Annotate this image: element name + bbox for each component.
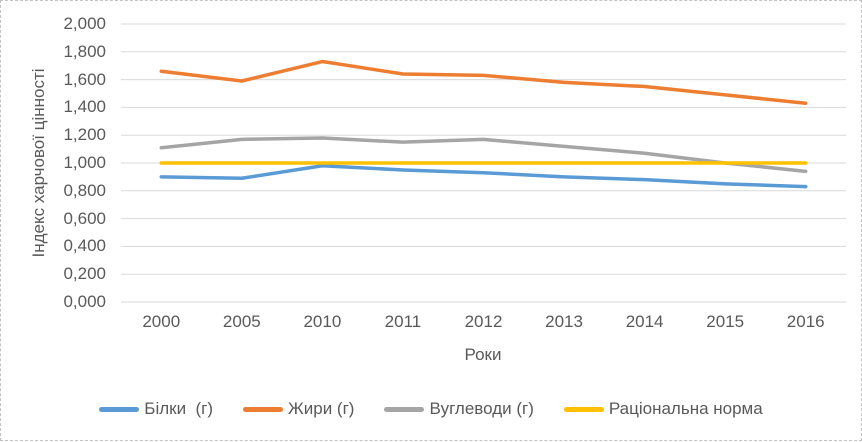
y-axis-tick-label: 1,800 (63, 41, 106, 61)
y-axis-tick-label: 2,000 (63, 14, 106, 33)
legend-label: Білки (г) (144, 399, 214, 418)
x-axis-tick-label: 2013 (545, 312, 583, 331)
series-line-0 (159, 164, 808, 189)
x-axis-tick-label: 2012 (464, 312, 503, 331)
legend-line-marker (563, 406, 604, 412)
legend-line-marker (99, 406, 140, 412)
series-line-1 (159, 59, 808, 105)
legend: Білки (г) Жири (г) Вуглеводи (г) Раціональн… (1, 399, 861, 419)
y-axis-tick-label: 1,600 (63, 69, 106, 89)
y-axis-tick-label: 0,000 (63, 292, 106, 311)
y-axis-tick-label: 1,400 (63, 97, 106, 117)
x-axis-tick-label: 2015 (706, 312, 745, 331)
legend-item-2: Вуглеводи (г) (384, 399, 534, 419)
legend-item-0: Білки (г) (99, 399, 213, 419)
x-axis-tick-label: 2016 (786, 312, 825, 331)
legend-label: Вуглеводи (г) (429, 399, 534, 418)
y-axis-tick-label: 0,800 (63, 180, 106, 200)
x-axis-title: Роки (464, 345, 502, 364)
x-axis-tick-label: 2005 (222, 312, 261, 331)
x-axis-tick-label: 2000 (142, 312, 181, 331)
x-axis-tick-label: 2014 (625, 312, 664, 331)
x-axis-tick-label: 2010 (303, 312, 342, 331)
y-axis-tick-label: 0,200 (63, 264, 106, 284)
y-axis-tick-label: 1,000 (63, 153, 106, 172)
y-axis-tick-label: 1,200 (63, 125, 106, 145)
legend-label: Жири (г) (288, 399, 355, 418)
y-axis-title: Індекс харчової цінності (29, 68, 48, 258)
y-axis-tick-label: 0,600 (63, 208, 106, 228)
legend-item-3: Раціональна норма (563, 399, 763, 419)
x-axis-tick-label: 2011 (384, 312, 422, 331)
series-line-2 (159, 136, 808, 174)
legend-line-marker (243, 406, 284, 412)
legend-item-1: Жири (г) (243, 399, 354, 419)
legend-line-marker (384, 406, 425, 412)
y-axis-tick-label: 0,400 (63, 236, 106, 256)
legend-label: Раціональна норма (608, 399, 763, 418)
